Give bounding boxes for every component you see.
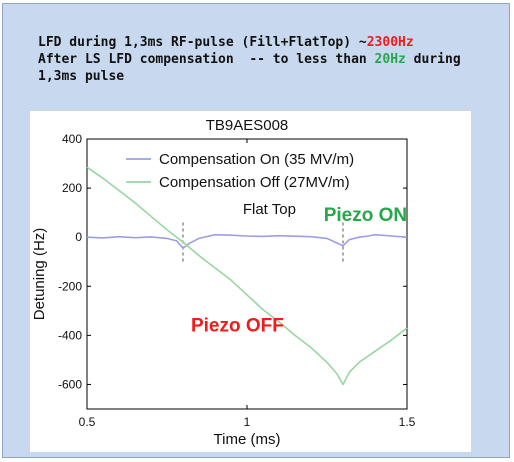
plot-frame xyxy=(86,138,408,410)
header-line2-suffix: during xyxy=(405,52,461,67)
y-tick-label: 400 xyxy=(62,132,82,146)
x-tick-label: 1.5 xyxy=(399,415,416,429)
compensation-value: 20Hz xyxy=(374,52,406,67)
chart-annotations: Flat Top Piezo ON Piezo OFF xyxy=(191,201,407,337)
series-lines xyxy=(86,166,408,386)
legend-entry-label: Compensation Off (27MV/m) xyxy=(159,174,350,191)
piezo-on-annotation: Piezo ON xyxy=(324,205,407,226)
y-tick-label: 0 xyxy=(75,230,82,244)
x-tick-label: 1 xyxy=(244,415,251,429)
header-line1-text: LFD during 1,3ms RF-pulse (Fill+FlatTop)… xyxy=(38,35,367,50)
lfd-value: 2300Hz xyxy=(366,35,414,50)
series-line-compensation-on xyxy=(86,233,408,249)
slide-header-text: LFD during 1,3ms RF-pulse (Fill+FlatTop)… xyxy=(38,34,508,85)
y-tick-label: -200 xyxy=(58,279,82,293)
axis-ticks: 400 200 0 -200 -400 -600 0.5 1 1.5 xyxy=(58,132,416,429)
x-tick-label: 0.5 xyxy=(79,415,96,429)
header-line3-text: 1,3ms pulse xyxy=(38,69,125,84)
header-line2-text: After LS LFD compensation -- to less tha… xyxy=(38,52,375,67)
series-line-compensation-off xyxy=(86,166,408,386)
chart-title: TB9AES008 xyxy=(206,117,289,134)
legend-entry-label: Compensation On (35 MV/m) xyxy=(159,151,354,168)
y-tick-label: 200 xyxy=(62,181,82,195)
y-tick-label: -400 xyxy=(58,328,82,342)
chart-legend: Compensation On (35 MV/m) Compensation Of… xyxy=(126,151,354,191)
piezo-off-annotation: Piezo OFF xyxy=(191,316,284,337)
y-axis-label: Detuning (Hz) xyxy=(31,228,48,321)
flat-top-annotation: Flat Top xyxy=(243,201,296,218)
y-tick-label: -600 xyxy=(58,377,82,391)
x-axis-label: Time (ms) xyxy=(214,431,281,448)
